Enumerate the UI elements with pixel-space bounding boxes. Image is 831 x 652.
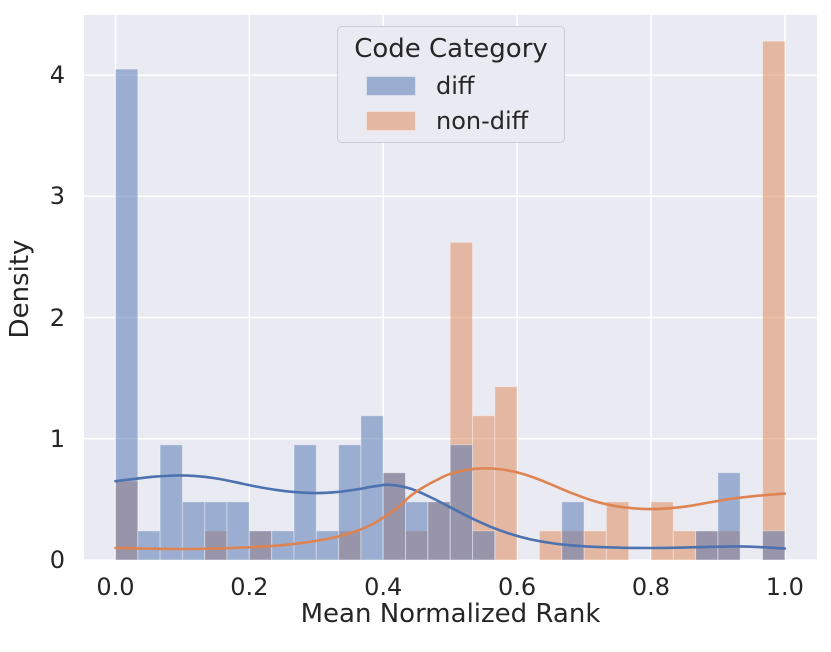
hist-bar-diff <box>427 501 451 560</box>
plot-svg <box>84 15 817 560</box>
legend-item-non-diff: non-diff <box>366 106 564 136</box>
x-tick-label: 1.0 <box>765 573 804 601</box>
x-tick-label: 0.4 <box>364 573 403 601</box>
hist-bar-diff <box>472 530 496 560</box>
legend-label-diff: diff <box>436 72 475 100</box>
x-tick-label: 0.0 <box>96 573 135 601</box>
y-tick-label: 2 <box>49 303 65 332</box>
kde-curve-diff <box>114 474 787 550</box>
hist-bar-diff <box>338 444 362 560</box>
y-tick-label: 0 <box>49 546 65 574</box>
x-tick-label: 0.6 <box>498 573 537 601</box>
hist-bar-diff <box>405 501 429 560</box>
x-tick-label: 0.8 <box>631 573 671 601</box>
y-tick-label: 1 <box>49 424 65 453</box>
hist-bar-diff <box>181 501 206 560</box>
hist-bar-non-diff <box>672 530 697 560</box>
y-tick-label: 3 <box>49 182 65 211</box>
hist-bar-non-diff <box>605 501 630 560</box>
legend-swatch-diff <box>366 76 416 96</box>
plot-area: Code Category diff non-diff <box>84 15 817 560</box>
hist-bar-diff <box>561 501 585 560</box>
hist-bar-diff <box>315 530 340 560</box>
y-tick-label: 4 <box>49 61 65 90</box>
x-axis-label: Mean Normalized Rank <box>300 599 601 629</box>
x-tick-label: 0.2 <box>230 573 269 601</box>
hist-bar-non-diff <box>538 530 563 560</box>
kde-curve-non-diff <box>114 467 787 551</box>
hist-bar-diff <box>159 444 183 560</box>
hist-bar-diff <box>717 472 741 560</box>
hist-bar-diff <box>204 501 228 560</box>
hist-bar-diff <box>226 501 250 560</box>
hist-bar-diff <box>137 530 161 560</box>
legend-item-diff: diff <box>366 71 564 101</box>
legend-title: Code Category <box>354 34 548 64</box>
hist-bar-diff <box>115 68 139 560</box>
hist-bar-non-diff <box>762 40 786 560</box>
legend-swatch-non-diff <box>366 111 416 131</box>
y-axis-label: Density <box>5 239 35 339</box>
legend: Code Category diff non-diff <box>337 26 565 143</box>
hist-bar-diff <box>449 444 474 560</box>
legend-label-non-diff: non-diff <box>436 107 529 135</box>
hist-bar-diff <box>762 530 786 560</box>
hist-bar-non-diff <box>650 501 674 560</box>
